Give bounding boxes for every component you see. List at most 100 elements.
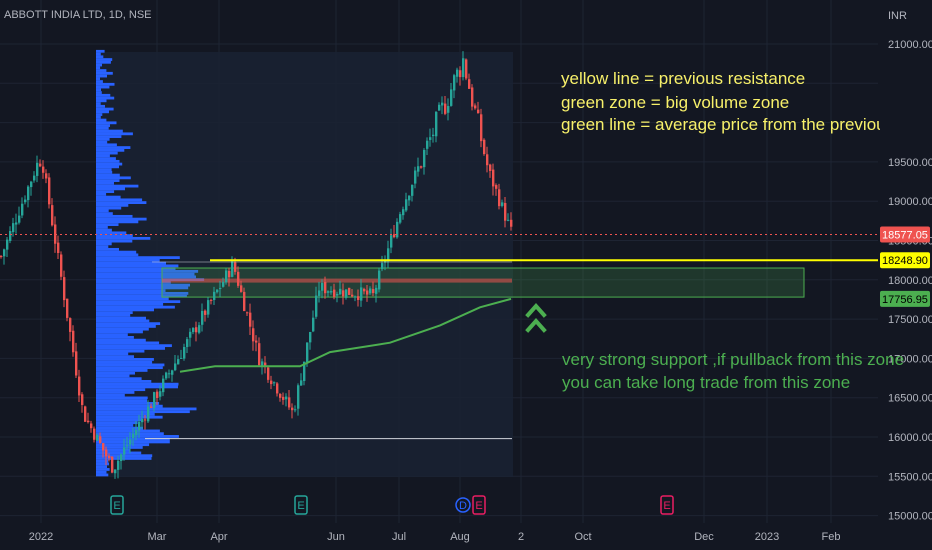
volume-profile-bar xyxy=(96,63,102,67)
volume-profile-bar xyxy=(96,448,130,452)
volume-profile-bar xyxy=(96,305,175,309)
volume-profile-bar xyxy=(96,294,187,298)
price-tag-label: 18577.05 xyxy=(882,229,928,241)
candle-body xyxy=(159,391,162,397)
volume-profile-bar xyxy=(96,58,113,61)
candle-body xyxy=(381,263,384,270)
candle-body xyxy=(429,137,432,140)
candle-body xyxy=(390,235,393,248)
earnings-marker-icon[interactable]: E xyxy=(110,495,124,515)
candle-body xyxy=(180,357,183,359)
candle-body xyxy=(225,270,228,283)
time-tick-label: Aug xyxy=(450,531,470,543)
price-tick-label: 19000.00 xyxy=(888,196,932,208)
candle-body xyxy=(471,87,474,107)
candle-body xyxy=(504,203,507,221)
candle-body xyxy=(12,223,15,233)
volume-profile-bar xyxy=(96,99,107,103)
volume-profile-bar xyxy=(96,377,142,381)
candle-body xyxy=(198,325,201,333)
volume-profile-bar xyxy=(96,214,133,218)
candle-body xyxy=(153,392,156,408)
candle-body xyxy=(21,203,24,216)
volume-profile-bar xyxy=(96,140,108,144)
candle-body xyxy=(30,181,33,188)
time-tick-label: 2 xyxy=(518,531,524,543)
candle-body xyxy=(276,383,279,394)
candle-body xyxy=(6,239,9,250)
volume-profile-bar xyxy=(96,69,107,72)
volume-profile-bar xyxy=(96,55,104,59)
volume-profile-bar xyxy=(96,393,125,397)
candle-body xyxy=(75,351,78,376)
volume-profile-bar xyxy=(96,382,179,386)
volume-profile-bar xyxy=(96,80,103,83)
candle-body xyxy=(384,260,387,263)
candle-body xyxy=(186,339,189,348)
time-tick-label: 2022 xyxy=(29,531,53,543)
earnings-marker-icon[interactable]: E xyxy=(294,495,308,515)
volume-profile-bar xyxy=(96,347,165,350)
volume-profile-bar xyxy=(96,85,110,89)
candle-body xyxy=(333,289,336,297)
candle-body xyxy=(150,406,153,408)
earnings-marker-icon[interactable]: E xyxy=(660,495,674,515)
candle-body xyxy=(282,396,285,400)
volume-profile-bar xyxy=(96,91,102,94)
candle-body xyxy=(96,434,99,441)
volume-profile-bar xyxy=(96,82,115,86)
volume-profile-bar xyxy=(96,184,139,188)
levels xyxy=(0,233,878,440)
candle-body xyxy=(57,242,60,253)
time-axis[interactable]: 2022 Mar Apr Jun Jul Aug 2 Oct Dec 2023 Feb xyxy=(29,531,841,543)
candle-body xyxy=(327,291,330,293)
candle-body xyxy=(177,359,180,365)
volume-profile-bar xyxy=(96,137,110,141)
volume-profile-bar xyxy=(96,349,145,353)
volume-profile-bar xyxy=(96,151,118,155)
candle-body xyxy=(285,396,288,400)
candle-body xyxy=(42,166,45,173)
volume-profile-bar xyxy=(96,173,120,177)
price-tick-label: 17500.00 xyxy=(888,314,932,326)
volume-profile-bar xyxy=(96,159,120,163)
candle-body xyxy=(501,202,504,206)
candle-body xyxy=(114,469,117,474)
price-tick-label: 15500.00 xyxy=(888,471,932,483)
candle-body xyxy=(192,327,195,333)
volume-profile-bar xyxy=(96,250,137,254)
volume-profile-bar xyxy=(96,291,189,295)
candle-body xyxy=(105,449,108,457)
candle-body xyxy=(258,343,261,366)
candle-body xyxy=(288,397,291,408)
candle-body xyxy=(141,419,144,423)
volume-profile-bar xyxy=(96,187,125,191)
volume-profile-bar xyxy=(96,275,196,279)
volume-profile-bar xyxy=(96,446,143,449)
candle-body xyxy=(405,199,408,211)
volume-profile-bar xyxy=(96,60,111,64)
volume-profile-bar xyxy=(96,358,154,361)
volume-profile-bar xyxy=(96,121,117,125)
volume-profile-bar xyxy=(96,418,143,422)
earnings-marker-icon[interactable]: E xyxy=(472,495,486,515)
price-tick-label: 16500.00 xyxy=(888,393,932,405)
volume-profile-bar xyxy=(96,192,107,196)
volume-profile-bar xyxy=(96,113,103,116)
currency-label: INR xyxy=(888,10,907,22)
price-tag-label: 17756.95 xyxy=(882,294,928,306)
candle-body xyxy=(267,367,270,380)
candle-body xyxy=(72,330,75,353)
volume-profile-bar xyxy=(96,330,143,334)
legend-note-zone: green zone = big volume zone xyxy=(561,93,789,112)
candle-body xyxy=(492,169,495,187)
volume-profile-bar xyxy=(96,385,178,389)
volume-profile-bar xyxy=(96,129,123,133)
dividend-marker-icon[interactable]: D xyxy=(455,497,471,513)
candle-body xyxy=(318,290,321,296)
candle-body xyxy=(162,378,165,393)
candle-body xyxy=(408,195,411,201)
legend-note-resistance: yellow line = previous resistance xyxy=(561,69,805,88)
price-tag-box xyxy=(880,252,930,269)
